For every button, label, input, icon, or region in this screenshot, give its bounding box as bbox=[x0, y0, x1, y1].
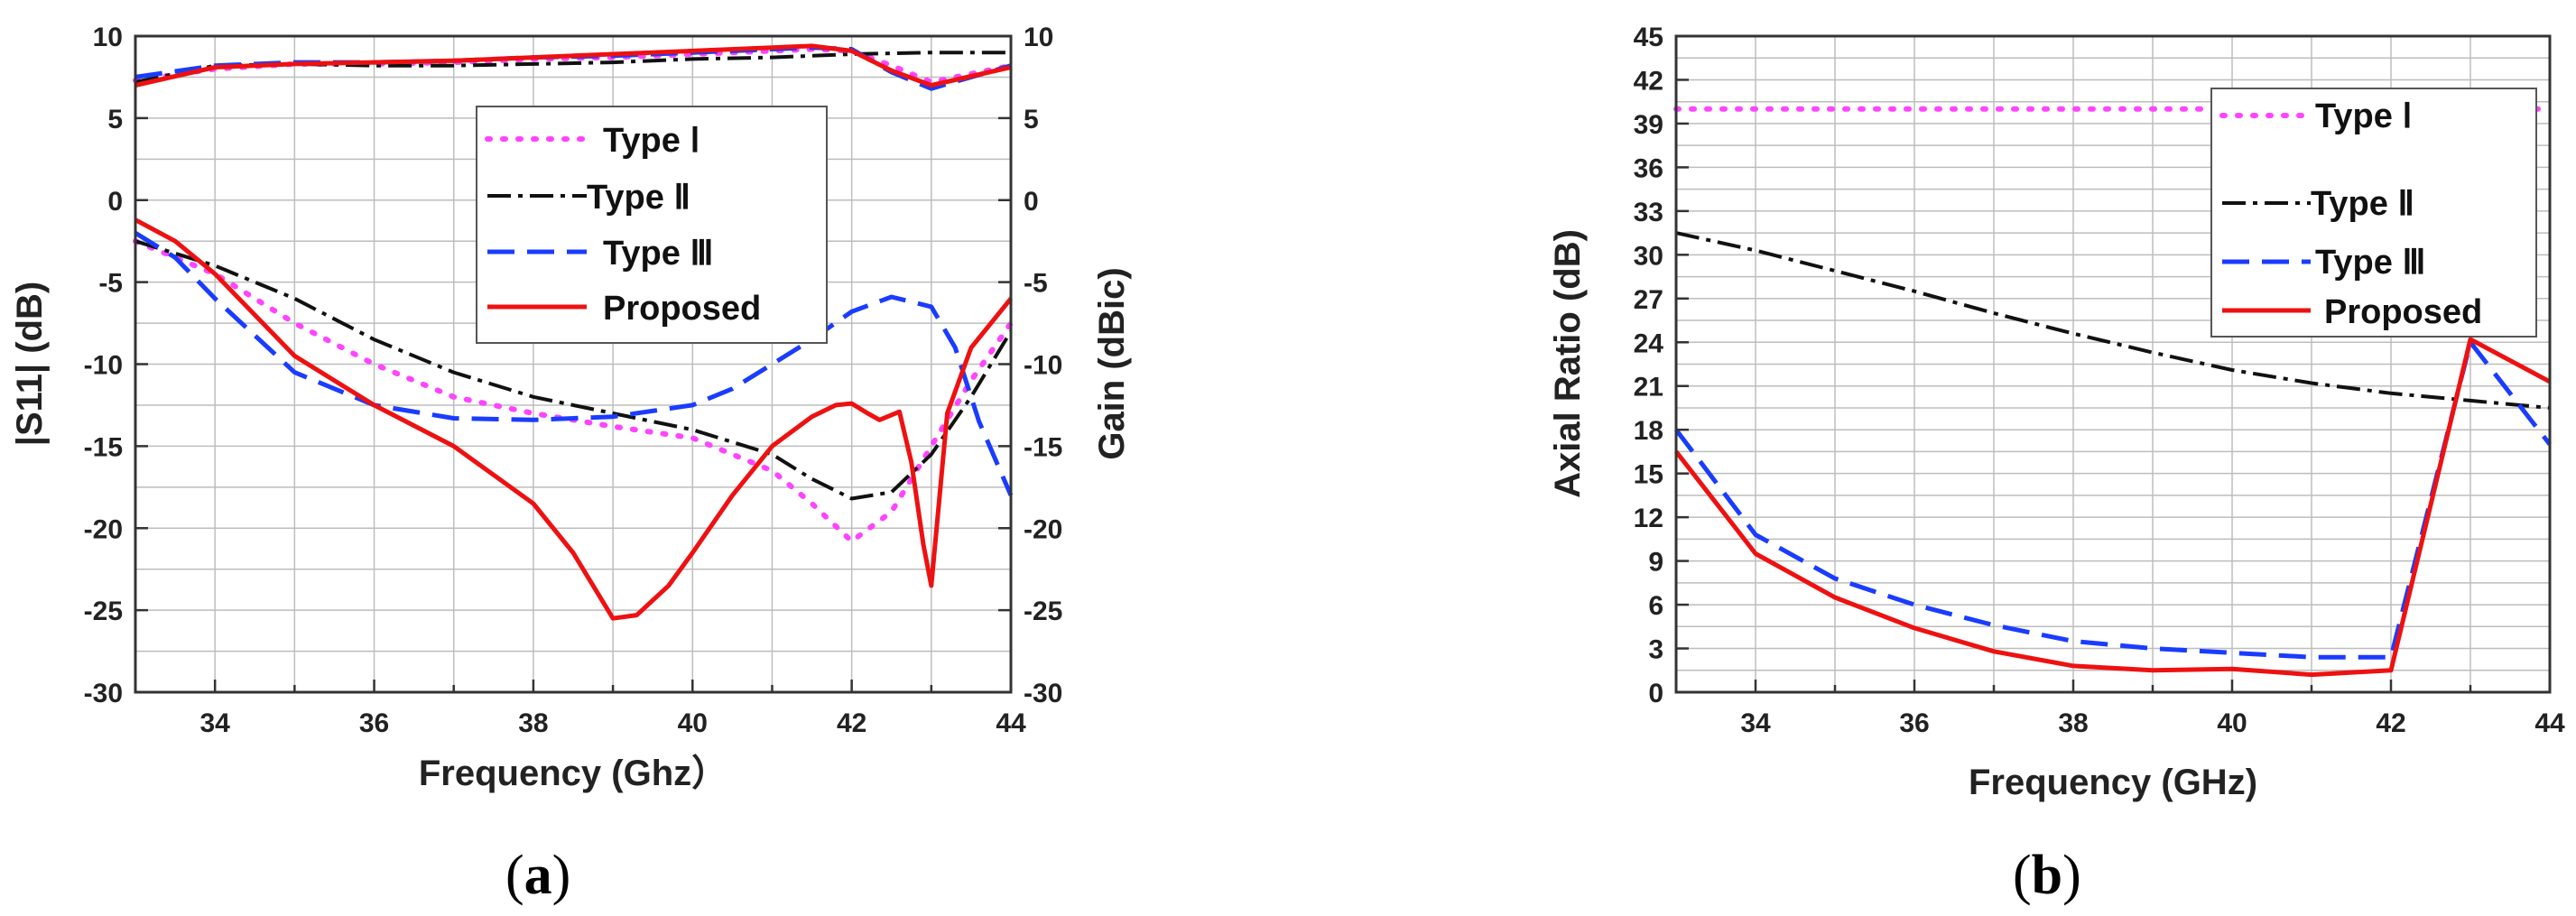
chart-b-y-tick-label: 30 bbox=[1634, 241, 1663, 271]
chart-a-legend: Type Ⅰ Type Ⅱ Type Ⅲ Proposed bbox=[476, 106, 828, 344]
chart-a-panel-paren-open: ( bbox=[505, 845, 524, 906]
chart-a-x-axis-label: Frequency (Ghz） bbox=[419, 754, 727, 793]
chart-a-y-tick-label: -25 bbox=[84, 597, 123, 626]
chart-b-x-tick-label: 40 bbox=[2217, 708, 2247, 738]
chart-a-y-tick-label: -10 bbox=[84, 351, 123, 381]
chart-a-y-tick-label: -20 bbox=[84, 514, 123, 544]
chart-b-y-tick-label: 21 bbox=[1634, 373, 1663, 402]
chart-a-y2-tick-label: 5 bbox=[1024, 105, 1039, 134]
chart-a-series-layer bbox=[133, 43, 1014, 621]
chart-b-x-axis-label: Frequency (GHz) bbox=[1969, 763, 2257, 802]
chart-a-y-tick-label: -15 bbox=[84, 432, 123, 462]
chart-a-y2-tick-label: -25 bbox=[1024, 597, 1062, 626]
chart-b-y-tick-label: 9 bbox=[1648, 548, 1663, 578]
chart-a-y-tick-label: -30 bbox=[84, 679, 123, 708]
chart-b-y-tick-label: 39 bbox=[1634, 110, 1663, 140]
chart-a-panel-paren-close: ) bbox=[552, 845, 571, 906]
chart-b-y-tick-label: 0 bbox=[1648, 679, 1663, 708]
chart-a-series-proposed-gain bbox=[134, 43, 1012, 88]
chart-a-x-tick-label: 42 bbox=[837, 708, 866, 738]
chart-a-panel-letter: a bbox=[524, 845, 552, 906]
chart-b-y-axis-label: Axial Ratio (dB) bbox=[1548, 229, 1588, 498]
chart-b-plot-frame bbox=[1674, 34, 2552, 694]
chart-a-legend-label-type-1: Type Ⅰ bbox=[603, 122, 700, 160]
chart-a-y2-tick-label: 0 bbox=[1024, 187, 1039, 217]
chart-a-y2-tick-label: -15 bbox=[1024, 432, 1062, 462]
chart-a-x-tick-label: 40 bbox=[678, 708, 708, 738]
chart-a-legend-box bbox=[476, 106, 828, 344]
chart-a-y-axis-label: |S11| (dB) bbox=[10, 282, 50, 446]
chart-b-y-tick-label: 6 bbox=[1648, 591, 1663, 621]
chart-b-panel-paren-open: ( bbox=[2013, 845, 2032, 906]
chart-b-series-layer bbox=[1673, 106, 2553, 678]
chart-b-y-tick-label: 3 bbox=[1648, 635, 1663, 665]
chart-b-legend-label-type-1: Type Ⅰ bbox=[2315, 97, 2413, 135]
chart-a-y2-tick-label: 10 bbox=[1024, 23, 1053, 52]
chart-a-x-tick-label: 34 bbox=[199, 708, 230, 738]
chart-b-y-tick-label: 42 bbox=[1634, 66, 1663, 96]
chart-b-legend-label-type-3: Type Ⅲ bbox=[2315, 244, 2426, 282]
chart-a-panel-label: (a) bbox=[505, 845, 570, 906]
chart-a-series-proposed bbox=[134, 217, 1013, 621]
chart-b-x-tick-label: 44 bbox=[2534, 708, 2565, 738]
chart-b-y-tick-label: 15 bbox=[1634, 460, 1663, 490]
chart-a-y2-tick-label: -30 bbox=[1024, 679, 1062, 708]
chart-a-legend-label-type-2: Type Ⅱ bbox=[587, 179, 690, 217]
chart-a-y2-tick-label: -10 bbox=[1024, 351, 1062, 381]
chart-b-y-tick-label: 27 bbox=[1634, 285, 1663, 315]
chart-b-y-tick-label: 24 bbox=[1634, 328, 1664, 358]
chart-b-series-type-2 bbox=[1675, 231, 2551, 410]
chart-b-x-tick-label: 34 bbox=[1740, 708, 1771, 738]
chart-b-x-tick-label: 42 bbox=[2376, 708, 2405, 738]
chart-a-x-tick-label: 44 bbox=[996, 708, 1026, 738]
chart-a-y2-tick-label: -5 bbox=[1024, 269, 1048, 299]
chart-b-legend-box bbox=[2210, 88, 2537, 338]
chart-a-y-tick-label: 5 bbox=[107, 105, 123, 134]
chart-a-y-tick-label: 0 bbox=[107, 187, 123, 217]
chart-b-x-tick-label: 38 bbox=[2058, 708, 2088, 738]
chart-a-series-type-1 bbox=[133, 238, 1014, 544]
chart-a-y2-tick-label: -20 bbox=[1024, 514, 1062, 544]
chart-b-panel-paren-close: ) bbox=[2062, 845, 2081, 906]
chart-b-y-tick-label: 33 bbox=[1634, 198, 1663, 227]
chart-a-x-tick-label: 36 bbox=[359, 708, 389, 738]
chart-b-series-type-3 bbox=[1674, 339, 2552, 660]
chart-a-legend-label-proposed: Proposed bbox=[603, 290, 761, 328]
chart-a: 34 36 38 40 42 44-30-25-20-15-10-50510-30-25-… bbox=[10, 23, 1132, 906]
chart-b-y-tick-label: 12 bbox=[1634, 504, 1663, 533]
chart-b-x-tick-label: 36 bbox=[1899, 708, 1929, 738]
chart-a-y-tick-label: 10 bbox=[93, 23, 123, 52]
chart-b: 34 36 38 40 42 440369121518212427303336394245… bbox=[1548, 23, 2565, 906]
chart-a-y2-axis-label: Gain (dBic) bbox=[1092, 267, 1132, 459]
chart-a-legend-label-type-3: Type Ⅲ bbox=[603, 235, 714, 273]
chart-b-y-tick-label: 36 bbox=[1634, 153, 1663, 183]
chart-b-y-tick-label: 18 bbox=[1634, 416, 1663, 446]
chart-b-panel-letter: b bbox=[2032, 845, 2062, 906]
chart-b-series-proposed bbox=[1674, 337, 2552, 678]
chart-b-panel-label: (b) bbox=[2013, 845, 2081, 906]
chart-a-y-tick-label: -5 bbox=[98, 269, 123, 299]
chart-b-legend-label-type-2: Type Ⅱ bbox=[2311, 185, 2414, 223]
chart-b-grid bbox=[1676, 36, 2550, 692]
chart-a-x-tick-label: 38 bbox=[518, 708, 548, 738]
chart-a-series-type-3 bbox=[134, 230, 1014, 496]
chart-b-legend: Type Ⅰ Type Ⅱ Type Ⅲ Proposed bbox=[2210, 88, 2537, 338]
chart-b-legend-label-proposed: Proposed bbox=[2324, 293, 2482, 331]
chart-a-ticks: 34 36 38 40 42 44-30-25-20-15-10-50510-30-25-… bbox=[84, 23, 1063, 738]
chart-b-y-tick-label: 45 bbox=[1634, 23, 1663, 52]
